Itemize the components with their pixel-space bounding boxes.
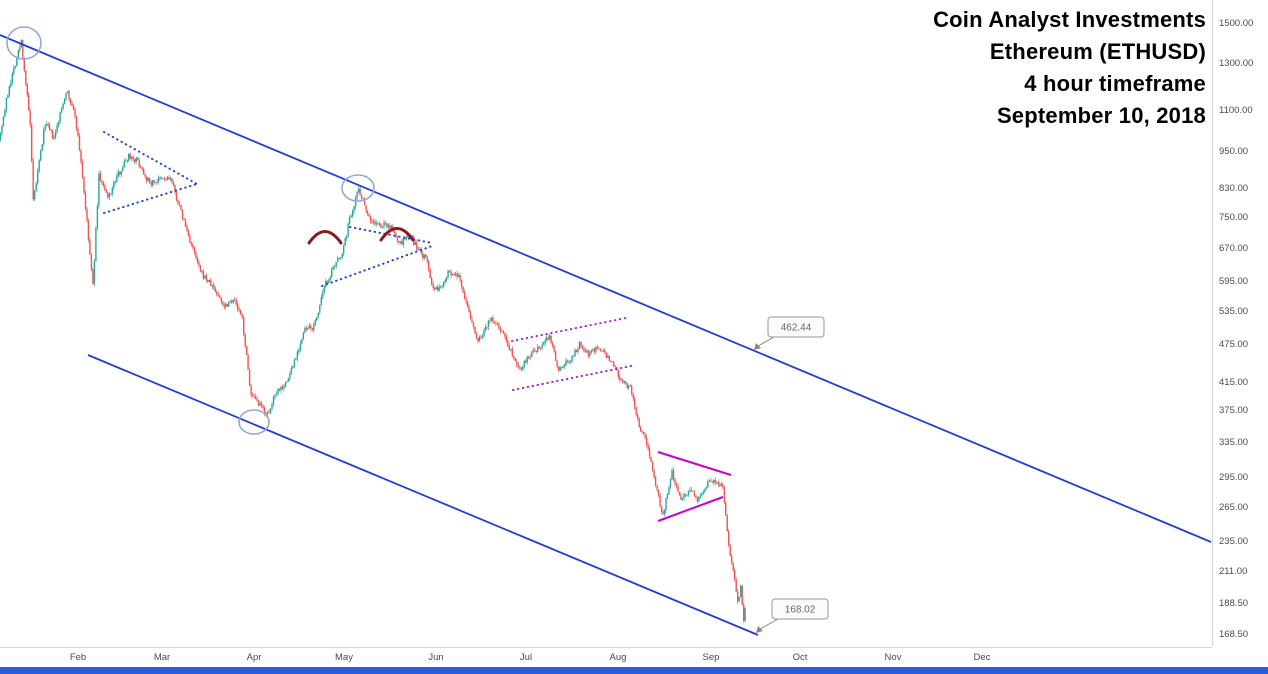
month-label: Nov [884, 652, 902, 663]
price-axis[interactable]: 1500.00 1300.00 1100.00 950.00 830.00 750.00 6… [1213, 0, 1268, 646]
price-tick-label: 475.00 [1219, 339, 1249, 350]
title-line-timeframe: 4 hour timeframe [1024, 71, 1206, 96]
chart-title-annotation: Coin Analyst Investments Ethereum (ETHUS… [933, 4, 1206, 132]
price-tick-label: 1300.00 [1219, 58, 1254, 69]
month-label: Apr [246, 652, 262, 663]
svg-text:168.02: 168.02 [785, 605, 816, 616]
month-label: May [335, 652, 353, 663]
price-tick-label: 235.00 [1219, 536, 1249, 547]
price-tick-label: 830.00 [1219, 183, 1249, 194]
price-tick-label: 415.00 [1219, 377, 1249, 388]
month-label: Jul [519, 652, 533, 663]
price-tick-label: 188.50 [1219, 598, 1249, 609]
price-tick-label: 1100.00 [1219, 105, 1253, 116]
price-tick-label: 211.00 [1219, 566, 1248, 577]
bottom-blue-bar [0, 667, 1268, 674]
price-tick-label: 670.00 [1219, 243, 1249, 254]
month-label: Feb [69, 652, 87, 663]
price-tick-label: 168.50 [1219, 629, 1249, 640]
price-tick-label: 335.00 [1219, 437, 1249, 448]
month-label: Mar [153, 652, 171, 663]
price-tick-label: 595.00 [1219, 276, 1249, 287]
svg-text:462.44: 462.44 [781, 323, 812, 334]
title-line-symbol: Ethereum (ETHUSD) [989, 39, 1206, 64]
price-tick-label: 750.00 [1219, 212, 1249, 223]
month-label: Oct [792, 652, 808, 663]
price-tick-label: 265.00 [1219, 502, 1249, 513]
price-tick-label: 535.00 [1219, 306, 1249, 317]
price-tick-label: 1500.00 [1219, 18, 1254, 29]
month-label: Aug [609, 652, 627, 663]
price-tick-label: 295.00 [1219, 472, 1249, 483]
price-chart-pane[interactable]: 462.44 168.02 Coin Analyst Investments Et… [0, 0, 1213, 646]
candlestick-chart-canvas[interactable]: 462.44 168.02 [0, 0, 1212, 646]
month-label: Dec [973, 652, 991, 663]
month-label: Sep [702, 652, 720, 663]
title-line-date: September 10, 2018 [996, 103, 1206, 128]
time-axis[interactable]: Feb Mar Apr May Jun Jul Aug Sep Oct Nov Dec [0, 647, 1212, 668]
price-tick-label: 375.00 [1219, 405, 1249, 416]
month-label: Jun [428, 652, 444, 663]
price-tick-label: 950.00 [1219, 146, 1249, 157]
title-line-brand: Coin Analyst Investments [933, 7, 1206, 32]
